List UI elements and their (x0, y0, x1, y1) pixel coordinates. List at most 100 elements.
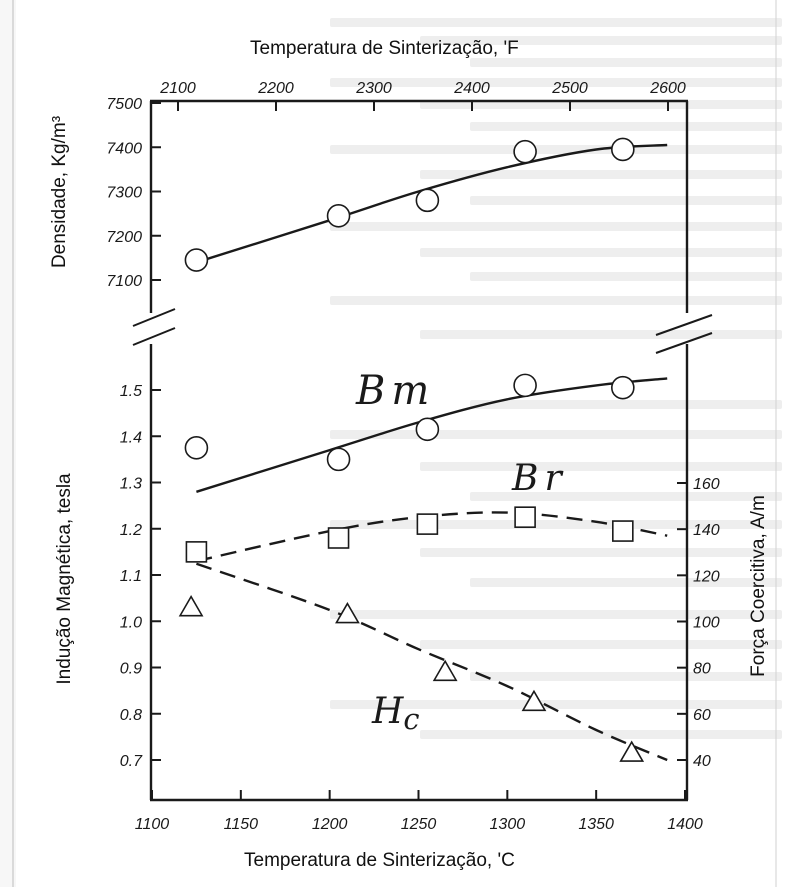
ghost-text-row (330, 145, 782, 154)
ghost-text-row (470, 272, 782, 281)
point-br-square (514, 506, 536, 528)
ghost-text-row (420, 730, 782, 739)
y-density-tick-label: 7500 (106, 96, 142, 113)
point-hc-triangle (521, 689, 547, 712)
x-celsius-tick-label: 1350 (578, 816, 614, 833)
point-density-circle (415, 188, 440, 213)
y-density-tick-label: 7200 (106, 229, 142, 246)
point-br-square (416, 513, 439, 535)
curve-density (196, 143, 668, 264)
point-br-square (327, 527, 350, 549)
y-coercive-tick-label: 80 (693, 661, 711, 678)
ghost-text-row (420, 36, 782, 45)
left-axis-break-lower (132, 327, 176, 346)
y-tesla-tick-label: 1.2 (120, 522, 142, 539)
point-br-square (185, 541, 208, 563)
ghost-text-row (420, 640, 782, 649)
x-fahrenheit-tick-label: 2100 (159, 80, 196, 97)
y-tesla-tick-label: 1.3 (120, 476, 142, 493)
y-tesla-tick-label: 1.1 (120, 568, 142, 585)
annotation-hc: Hc (371, 691, 420, 736)
x-fahrenheit-tick-label: 2400 (453, 80, 490, 97)
point-bm-circle (513, 373, 537, 398)
ghost-text-row (470, 196, 782, 205)
y-coercive-tick-label: 100 (693, 615, 720, 632)
ghost-text-row (330, 222, 782, 231)
x-fahrenheit-tick-label: 2600 (649, 80, 686, 97)
density-axis-label: Densidade, Kg/m³ (49, 115, 70, 269)
x-celsius-tick-label: 1400 (667, 816, 703, 833)
ghost-text-row (470, 492, 782, 501)
curve-hc (196, 562, 668, 762)
x-celsius-tick-label: 1250 (401, 816, 437, 833)
point-bm-circle (326, 447, 351, 472)
point-br-square (612, 520, 634, 542)
bottom-axis-title: Temperatura de Sinterização, 'C (244, 850, 515, 871)
y-density-tick-label: 7100 (106, 273, 142, 290)
point-density-circle (184, 248, 209, 272)
point-hc-triangle (335, 601, 360, 624)
ghost-text-row (330, 610, 782, 619)
axis-ticks: 1100 1150 1200 1250 1300 1350 1400 2100 2200 2300… (106, 80, 719, 833)
y-tesla-tick-label: 0.8 (120, 707, 142, 724)
point-hc-triangle (432, 659, 458, 682)
ghost-text-row (470, 578, 782, 587)
ghost-text-row (330, 430, 782, 439)
left-axis-break-upper (132, 308, 176, 327)
ghost-text-row (470, 400, 782, 409)
x-celsius-tick-label: 1100 (135, 816, 170, 833)
right-axis-break-lower (655, 332, 713, 354)
x-fahrenheit-tick-label: 2200 (257, 80, 294, 97)
point-hc-triangle (178, 595, 204, 617)
right-axis-break-upper (655, 314, 713, 336)
coercive-force-axis-label: Força Coercitiva, A/m (748, 495, 769, 677)
point-hc-triangle (619, 740, 645, 762)
ghost-text-row (420, 170, 782, 179)
x-celsius-tick-label: 1300 (490, 816, 526, 833)
ghost-text-row (470, 58, 782, 67)
point-density-circle (513, 139, 537, 164)
x-fahrenheit-tick-label: 2500 (551, 80, 588, 97)
ghost-text-row (470, 122, 782, 131)
y-coercive-tick-label: 140 (693, 522, 720, 539)
y-tesla-tick-label: 1.0 (120, 614, 142, 631)
y-tesla-tick-label: 1.4 (120, 429, 142, 446)
ghost-text-row (420, 100, 782, 109)
x-celsius-tick-label: 1200 (312, 816, 348, 833)
curve-br (196, 511, 668, 563)
ghost-text-row (330, 296, 782, 305)
x-fahrenheit-tick-label: 2300 (355, 80, 392, 97)
y-coercive-tick-label: 160 (693, 476, 720, 493)
point-bm-circle (184, 436, 209, 460)
ghost-text-row (420, 330, 782, 339)
point-bm-circle (611, 375, 635, 400)
point-bm-circle (415, 417, 440, 442)
point-density-circle (611, 137, 635, 162)
curve-bm (196, 377, 668, 493)
tesla-axis-label: Indução Magnética, tesla (54, 473, 75, 685)
ghost-text-row (330, 700, 782, 709)
y-coercive-tick-label: 120 (693, 568, 720, 585)
y-density-tick-label: 7400 (106, 140, 142, 157)
y-coercive-tick-label: 40 (693, 753, 711, 770)
ghost-text-row (470, 672, 782, 681)
y-tesla-tick-label: 0.7 (120, 753, 143, 770)
ghost-text-row (420, 548, 782, 557)
ghost-text-row (420, 462, 782, 471)
ghost-text-row (330, 18, 782, 27)
top-axis-title: Temperatura de Sinterização, 'F (250, 38, 519, 59)
y-tesla-tick-label: 0.9 (120, 661, 142, 678)
y-tesla-tick-label: 1.5 (120, 383, 142, 400)
point-density-circle (326, 204, 351, 228)
data-markers (178, 137, 645, 762)
x-celsius-tick-label: 1150 (224, 816, 259, 833)
fitted-curves (196, 143, 668, 762)
y-coercive-tick-label: 60 (693, 707, 711, 724)
scan-left-margin (0, 0, 16, 887)
ghost-text-row (330, 78, 782, 87)
y-density-tick-label: 7300 (106, 185, 142, 202)
